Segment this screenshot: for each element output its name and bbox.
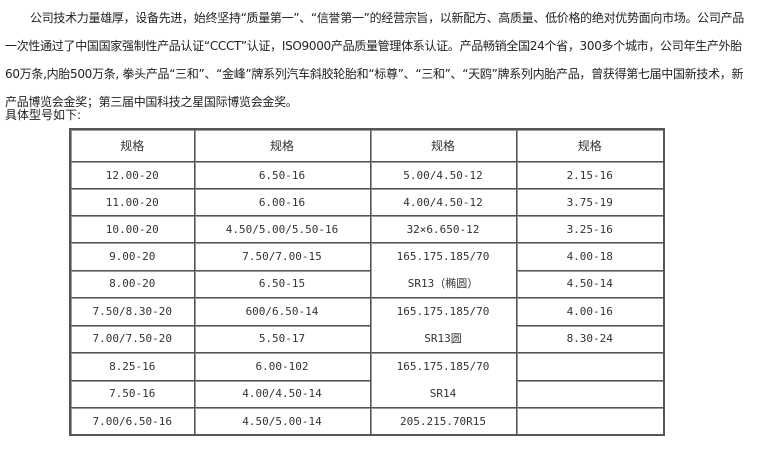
cell	[515, 407, 665, 436]
merged-cell: 165.175.185/70 SR13圆	[369, 297, 517, 353]
merged-cell: 165.175.185/70 SR14	[369, 352, 517, 408]
cell: 4.50/5.00-14	[193, 407, 371, 436]
cell: 4.50/5.00/5.50-16	[193, 215, 371, 243]
cell: 205.215.70R15	[369, 407, 517, 436]
cell: 5.50-17	[193, 324, 371, 353]
cell-line: 165.175.185/70	[396, 250, 490, 263]
cell: 8.25-16	[69, 352, 195, 381]
cell: 11.00-20	[69, 188, 195, 216]
cell: 6.50-15	[193, 269, 371, 298]
cell-line: 165.175.185/70	[396, 305, 490, 318]
header-cell: 规格	[369, 128, 517, 162]
cell: 32×6.650-12	[369, 215, 517, 243]
table-row: 9.00-20 7.50/7.00-15 165.175.185/70 SR13（…	[69, 242, 665, 298]
cell: 10.00-20	[69, 215, 195, 243]
company-description: 公司技术力量雄厚，设备先进，始终坚持“质量第一”、“信誉第一”的经营宗旨，以新配…	[5, 4, 750, 116]
table-row: 11.00-20 6.00-16 4.00/4.50-12 3.75-19	[69, 188, 665, 216]
cell: 9.00-20	[69, 242, 195, 271]
cell: 8.30-24	[515, 324, 665, 353]
table-row: 7.50/8.30-20 600/6.50-14 165.175.185/70 S…	[69, 297, 665, 353]
table-header-row: 规格 规格 规格 规格	[69, 128, 665, 162]
cell: 4.50-14	[515, 269, 665, 298]
cell: 4.00/4.50-14	[193, 379, 371, 408]
cell	[515, 379, 665, 408]
cell: 6.50-16	[193, 161, 371, 189]
cell	[515, 352, 665, 381]
cell: 6.00-102	[193, 352, 371, 381]
cell: 4.00/4.50-12	[369, 188, 517, 216]
models-intro: 具体型号如下:	[5, 108, 82, 122]
table-row: 12.00-20 6.50-16 5.00/4.50-12 2.15-16	[69, 161, 665, 189]
description-text: 公司技术力量雄厚，设备先进，始终坚持“质量第一”、“信誉第一”的经营宗旨，以新配…	[5, 11, 744, 109]
cell-line: 165.175.185/70	[396, 360, 490, 373]
cell: 7.50-16	[69, 379, 195, 408]
table-row: 8.00-20 6.50-15 4.50-14	[69, 269, 665, 298]
merged-cell: 165.175.185/70 SR13（椭圆）	[369, 242, 517, 298]
table-row: 10.00-20 4.50/5.00/5.50-16 32×6.650-12 3…	[69, 215, 665, 243]
cell: 7.00/6.50-16	[69, 407, 195, 436]
table-row: 7.00/6.50-16 4.50/5.00-14 205.215.70R15	[69, 407, 665, 436]
cell: 5.00/4.50-12	[369, 161, 517, 189]
cell: 8.00-20	[69, 269, 195, 298]
cell: 4.00-18	[515, 242, 665, 271]
table-row: 7.50-16 4.00/4.50-14	[69, 379, 665, 408]
cell: 600/6.50-14	[193, 297, 371, 326]
header-cell: 规格	[69, 128, 195, 162]
cell: 7.00/7.50-20	[69, 324, 195, 353]
tire-spec-table: 规格 规格 规格 规格 12.00-20 6.50-16 5.00/4.50-1…	[69, 128, 665, 436]
cell: 2.15-16	[515, 161, 665, 189]
cell-line: SR13（椭圆）	[407, 277, 479, 290]
cell: 7.50/8.30-20	[69, 297, 195, 326]
table-row: 8.25-16 6.00-102 165.175.185/70 SR14	[69, 352, 665, 408]
cell: 4.00-16	[515, 297, 665, 326]
cell: 7.50/7.00-15	[193, 242, 371, 271]
cell: 3.75-19	[515, 188, 665, 216]
cell-line: SR14	[429, 387, 457, 400]
table-row: 7.00/7.50-20 5.50-17 8.30-24	[69, 324, 665, 353]
cell-line: SR13圆	[424, 332, 462, 345]
cell: 3.25-16	[515, 215, 665, 243]
header-cell: 规格	[193, 128, 371, 162]
cell: 6.00-16	[193, 188, 371, 216]
cell: 12.00-20	[69, 161, 195, 189]
header-cell: 规格	[515, 128, 665, 162]
